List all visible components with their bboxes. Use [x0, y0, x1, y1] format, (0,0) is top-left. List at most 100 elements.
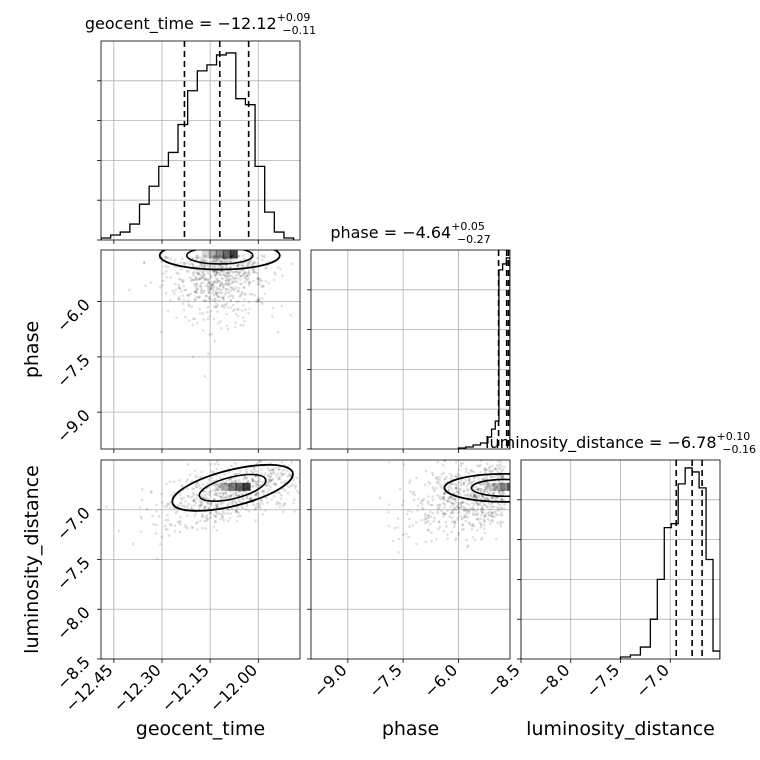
sample-point: [250, 292, 254, 296]
sample-point: [500, 497, 504, 501]
sample-point: [198, 498, 202, 502]
sample-point: [424, 469, 428, 473]
sample-point: [234, 479, 237, 482]
sample-point: [255, 485, 258, 488]
sample-point: [216, 322, 220, 325]
sample-point: [193, 493, 196, 496]
contour-inner: [185, 250, 254, 265]
sample-point: [456, 491, 460, 494]
sample-point: [488, 492, 491, 495]
sample-point: [189, 496, 193, 499]
sample-point: [201, 259, 205, 262]
sample-point: [248, 497, 251, 501]
sample-point: [244, 293, 247, 296]
sample-point: [217, 271, 220, 275]
sample-point: [232, 309, 235, 313]
sample-point: [480, 509, 483, 512]
sample-point: [215, 467, 218, 471]
sample-point: [425, 520, 428, 524]
sample-point: [252, 270, 255, 274]
sample-point: [247, 269, 251, 273]
sample-point: [484, 487, 487, 491]
sample-point: [216, 279, 219, 282]
sample-point: [220, 502, 223, 506]
sample-point: [231, 280, 235, 284]
sample-point: [197, 296, 201, 299]
sample-point: [243, 292, 246, 296]
sample-point: [281, 504, 285, 508]
sample-point: [166, 309, 170, 313]
sample-point: [243, 475, 246, 479]
sample-point: [476, 529, 479, 532]
sample-point: [229, 490, 232, 494]
sample-point: [231, 492, 235, 495]
sample-point: [229, 294, 232, 297]
sample-point: [472, 512, 475, 515]
sample-point: [490, 496, 493, 500]
sample-point: [467, 493, 470, 497]
title-upper-error: +0.10: [717, 430, 751, 443]
sample-point: [459, 462, 463, 466]
sample-point: [236, 270, 239, 274]
sample-point: [231, 481, 234, 485]
sample-point: [488, 522, 492, 526]
sample-point: [217, 291, 220, 295]
sample-point: [495, 505, 498, 509]
sample-point: [462, 482, 466, 486]
sample-point: [483, 485, 487, 489]
sample-point: [225, 324, 229, 327]
sample-point: [219, 491, 222, 495]
sample-point: [178, 286, 182, 290]
sample-point: [208, 287, 212, 291]
sample-point: [184, 500, 187, 503]
sample-point: [192, 264, 195, 267]
sample-point: [207, 291, 210, 295]
sample-point: [173, 530, 177, 533]
sample-point: [471, 505, 475, 509]
sample-point: [427, 514, 431, 517]
sample-point: [224, 258, 227, 261]
sample-point: [237, 499, 241, 503]
sample-point: [480, 487, 483, 491]
sample-point: [290, 460, 293, 464]
sample-point: [161, 279, 165, 283]
sample-point: [224, 491, 227, 495]
sample-point: [469, 481, 473, 484]
sample-point: [214, 510, 218, 514]
sample-point: [177, 277, 181, 281]
sample-point: [447, 487, 451, 490]
sample-point: [503, 487, 506, 491]
sample-point: [459, 483, 463, 487]
sample-point: [272, 468, 275, 471]
sample-point: [461, 507, 464, 511]
sample-point: [187, 319, 191, 323]
sample-point: [211, 480, 214, 483]
sample-point: [193, 284, 197, 288]
sample-point: [155, 510, 158, 513]
sample-point: [225, 312, 228, 316]
sample-point: [219, 476, 222, 479]
sample-point: [483, 519, 487, 522]
sample-point: [151, 514, 154, 518]
sample-points: [379, 455, 510, 554]
x-axis-label: geocent_time: [136, 718, 265, 740]
sample-point: [444, 520, 448, 524]
sample-point: [156, 557, 159, 560]
sample-point: [280, 304, 284, 308]
sample-point: [494, 467, 498, 470]
sample-point: [224, 303, 227, 307]
sample-point: [397, 550, 400, 554]
sample-point: [214, 503, 217, 506]
sample-point: [195, 256, 198, 260]
sample-point: [181, 257, 184, 261]
sample-point: [224, 490, 227, 493]
sample-point: [501, 498, 505, 502]
sample-point: [242, 286, 245, 289]
sample-point: [470, 507, 473, 510]
sample-point: [141, 488, 144, 491]
sample-point: [437, 506, 440, 510]
sample-point: [144, 284, 147, 288]
sample-point: [502, 455, 505, 458]
sample-point: [234, 312, 238, 316]
sample-point: [219, 495, 223, 499]
